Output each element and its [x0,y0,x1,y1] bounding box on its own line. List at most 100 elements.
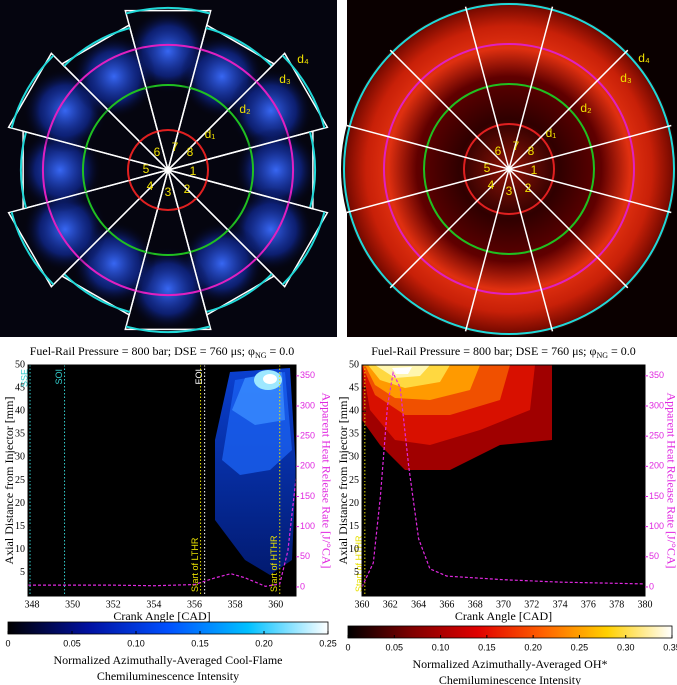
x-axis-label: Crank Angle [CAD] [113,609,210,623]
colorbar-tick-label: 0.35 [663,642,677,652]
y2-tick-label: 300 [300,400,315,410]
y2-tick-label: 300 [649,400,664,410]
y2-tick-label: 200 [649,461,664,471]
sector-label: 3 [165,185,172,199]
y2-axis-label: Apparent Heat Release Rate [J/°CA] [664,392,677,568]
colorbar-label: Normalized Azimuthally-Averaged OH* [412,657,607,671]
chart-title: Fuel-Rail Pressure = 800 bar; DSE = 760 … [30,344,295,360]
sector-label: 2 [525,181,532,195]
x-tick-label: 380 [638,599,653,610]
y2-tick-label: 50 [649,551,659,561]
y2-tick-label: 200 [300,461,315,471]
ring-label: d₁ [205,127,216,141]
sector-label: 1 [190,164,197,178]
y-tick-label: 50 [15,359,25,370]
x-tick-label: 362 [383,599,398,610]
colorbar [348,626,672,638]
ring-label: d₃ [279,72,291,86]
title-subscript: NG [255,351,267,360]
ring-label: d₃ [620,71,632,85]
y2-tick-label: 50 [300,551,310,561]
ring-label: d₂ [580,101,592,115]
y-tick-label: 5 [20,567,25,578]
ring-label: d₄ [297,52,309,66]
marker-label: EOI [194,369,204,385]
sector-label: 7 [513,139,520,153]
y2-tick-label: 350 [649,370,664,380]
y2-tick-label: 150 [649,491,664,501]
title-end: = 0.0 [608,344,636,358]
sector-label: 4 [147,179,154,193]
colorbar-tick-label: 0.05 [386,642,404,652]
y2-tick-label: 100 [300,521,315,531]
ring-label: d₂ [239,102,251,116]
title-end: = 0.0 [267,344,295,358]
x-tick-label: 348 [25,599,40,610]
colorbar-tick-label: 0.25 [319,638,337,648]
sector-label: 3 [506,184,513,198]
sector-label: 5 [143,162,150,176]
sector-label: 2 [184,182,191,196]
y2-tick-label: 250 [300,431,315,441]
colorbar-label: Chemiluminescence Intensity [97,669,239,683]
y2-tick-label: 0 [300,581,305,591]
ring-label: d₁ [546,126,557,140]
x-tick-label: 378 [609,599,624,610]
sector-label: 7 [172,140,179,154]
title-subscript: NG [596,351,608,360]
y-tick-label: 35 [15,429,25,440]
sector-label: 5 [484,161,491,175]
sector-label: 6 [495,144,502,158]
marker-label: SOI [54,369,64,385]
colorbar-tick-label: 0 [5,638,10,648]
y2-tick-label: 150 [300,491,315,501]
sector-label: 4 [488,178,495,192]
colorbar-tick-label: 0.10 [432,642,450,652]
figure: 12345678d₁d₂d₃d₄ 12345678d₁d₂d₃d₄ Fuel-R… [0,0,677,685]
ring-label: d₄ [638,51,650,65]
y2-axis-label: Apparent Heat Release Rate [J/°CA] [319,392,333,568]
colorbar-tick-label: 0.25 [571,642,589,652]
y-tick-label: 25 [349,475,359,486]
colorbar [8,622,328,634]
y2-tick-label: 350 [300,370,315,380]
y-tick-label: 50 [349,359,359,370]
colorbar-tick-label: 0.10 [127,638,145,648]
title-main: Fuel-Rail Pressure = 800 bar; DSE = 760 … [371,344,596,358]
y-tick-label: 30 [15,452,25,463]
y-tick-label: 40 [15,405,25,416]
colorbar-tick-label: 0.15 [478,642,496,652]
y-axis-label: Axial Distance from Injector [mm] [2,397,16,565]
x-tick-label: 364 [411,599,426,610]
x-tick-label: 366 [439,599,454,610]
x-tick-label: 376 [581,599,596,610]
colorbar-label: Normalized Azimuthally-Averaged Cool-Fla… [53,653,282,667]
colorbar-label: Chemiluminescence Intensity [439,673,581,685]
colorbar-tick-label: 0.20 [524,642,542,652]
sector-label: 6 [154,145,161,159]
sector-label: 8 [187,145,194,159]
chart-title: Fuel-Rail Pressure = 800 bar; DSE = 760 … [371,344,636,360]
sector-label: 8 [528,144,535,158]
y-tick-label: 30 [349,452,359,463]
sector-label: 1 [531,163,538,177]
x-tick-label: 360 [355,599,370,610]
y2-tick-label: 250 [649,431,664,441]
y-tick-label: 40 [349,405,359,416]
y-tick-label: 35 [349,429,359,440]
colorbar-tick-label: 0.15 [191,638,209,648]
y-tick-label: 10 [15,544,25,555]
colorbar-tick-label: 0 [345,642,350,652]
colorbar-tick-label: 0.20 [255,638,273,648]
x-tick-label: 360 [268,599,283,610]
title-main: Fuel-Rail Pressure = 800 bar; DSE = 760 … [30,344,255,358]
y-tick-label: 15 [349,521,359,532]
y-axis-label: Axial Distance from Injector [mm] [336,397,350,565]
y-tick-label: 45 [349,382,359,393]
marker-label: Start of HTHR [269,535,279,592]
colorbar-tick-label: 0.30 [617,642,635,652]
y-tick-label: 25 [15,475,25,486]
y-tick-label: 20 [349,498,359,509]
y2-tick-label: 100 [649,521,664,531]
x-tick-label: 350 [65,599,80,610]
